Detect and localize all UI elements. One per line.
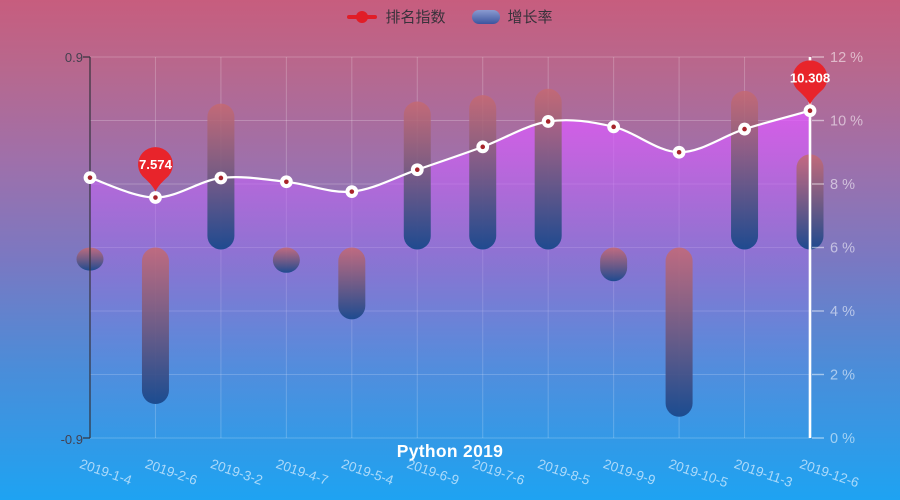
legend-item-0[interactable]: 排名指数: [347, 6, 446, 27]
line-point-inner: [742, 126, 747, 132]
bar-2019-9-9[interactable]: [600, 247, 628, 282]
line-point-inner: [218, 175, 224, 181]
right-axis-label: 10 %: [830, 114, 863, 130]
line-point-2019-2-6[interactable]: [149, 191, 162, 204]
pin-marker-7.574: 7.574: [138, 147, 173, 192]
line-point-2019-11-3[interactable]: [738, 122, 751, 136]
legend-item-label: 增长率: [507, 9, 553, 26]
line-point-2019-10-5[interactable]: [672, 145, 686, 159]
line-point-2019-7-6[interactable]: [476, 140, 490, 154]
line-point-2019-1-4[interactable]: [83, 171, 97, 185]
bar-2019-2-6[interactable]: [141, 247, 169, 405]
right-axis-label: 4 %: [830, 304, 855, 320]
line-point-2019-4-7[interactable]: [279, 175, 293, 189]
bar-2019-4-7[interactable]: [272, 247, 300, 273]
bar-2019-7-6[interactable]: [469, 95, 497, 250]
line-point-inner: [349, 189, 355, 194]
line-point-2019-5-4[interactable]: [345, 185, 359, 199]
legend-capsule-icon: [471, 9, 500, 24]
line-point-inner: [480, 144, 486, 150]
pin-icon: [792, 60, 828, 105]
bar-2019-11-3[interactable]: [731, 90, 759, 250]
right-axis-label: 12 %: [830, 50, 863, 66]
pin-marker-10.308: 10.308: [790, 60, 830, 105]
bar-2019-10-5[interactable]: [665, 247, 693, 417]
line-point-2019-3-2[interactable]: [214, 171, 228, 185]
line-point-inner: [611, 124, 616, 130]
line-point-2019-8-5[interactable]: [541, 115, 555, 128]
line-point-inner: [807, 108, 813, 114]
bar-2019-5-4[interactable]: [338, 247, 366, 320]
line-point-2019-9-9[interactable]: [607, 120, 621, 134]
line-point-inner: [676, 149, 682, 155]
bar-series: [76, 88, 824, 417]
line-point-inner: [87, 175, 93, 180]
right-axis-label: 2 %: [830, 368, 855, 384]
legend: 排名指数 增长率: [0, 6, 900, 27]
legend-item-1[interactable]: 增长率: [471, 6, 553, 27]
line-point-inner: [153, 195, 158, 200]
line-point-inner: [414, 167, 420, 173]
pin-icon: [138, 147, 173, 192]
line-point-inner: [284, 179, 289, 185]
legend-line-dot-icon: [347, 10, 378, 23]
line-point-2019-6-9[interactable]: [410, 163, 424, 177]
left-axis-max-label: 0.9: [64, 50, 83, 65]
right-axis-label: 6 %: [830, 241, 855, 257]
pin-label: 10.308: [790, 70, 830, 85]
legend-item-label: 排名指数: [385, 9, 446, 26]
line-point-2019-12-6[interactable]: [803, 104, 817, 118]
line-area-fill: [90, 110, 810, 438]
left-axis-min-label: -0.9: [60, 432, 83, 447]
chart-title: Python 2019: [396, 441, 504, 461]
right-axis-label: 0 %: [830, 431, 855, 447]
pin-label: 7.574: [139, 157, 173, 172]
line-point-inner: [545, 119, 551, 124]
bar-2019-8-5[interactable]: [534, 88, 562, 250]
right-axis-label: 8 %: [830, 177, 855, 193]
